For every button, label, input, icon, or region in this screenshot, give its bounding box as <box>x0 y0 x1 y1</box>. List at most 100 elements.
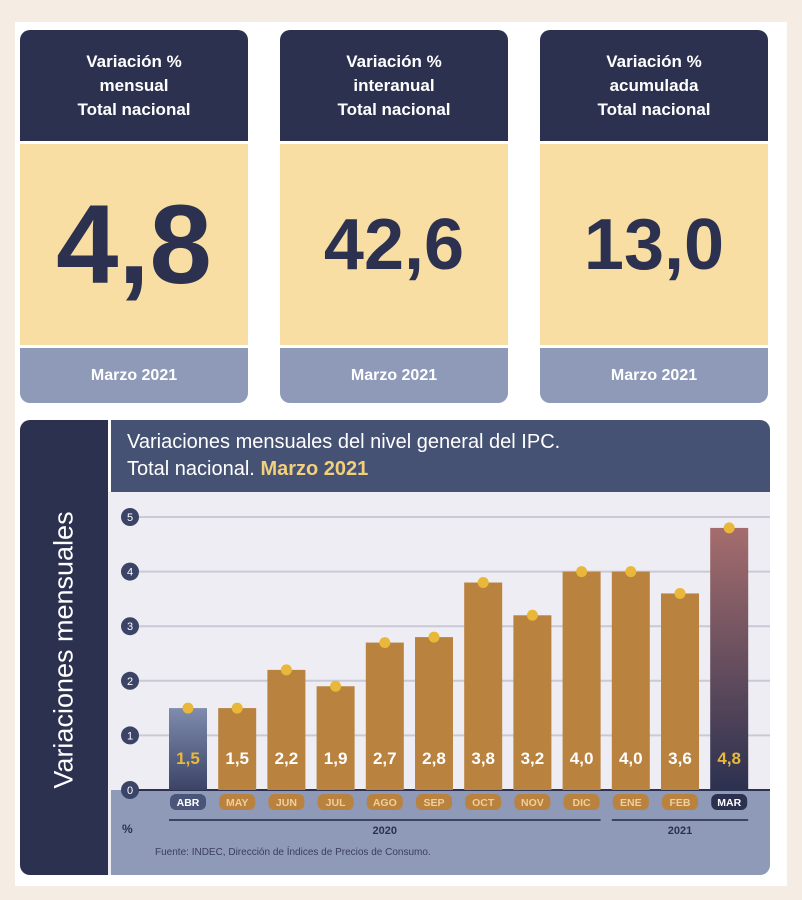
data-label: 2,8 <box>422 749 446 768</box>
bar <box>169 708 207 790</box>
card-header-line: acumulada <box>609 76 699 95</box>
x-tick-label: DIC <box>573 797 592 809</box>
x-tick-label: MAR <box>717 797 741 809</box>
side-label-column: Variaciones mensuales <box>20 420 108 875</box>
bar <box>365 642 404 790</box>
y-tick-marker <box>121 726 139 745</box>
x-tick-badge <box>514 794 551 810</box>
card-header-line: Variación % <box>606 52 702 71</box>
x-tick-label: OCT <box>472 797 495 809</box>
x-tick-label: ENE <box>620 797 642 809</box>
x-tick-badge <box>219 794 256 810</box>
x-tick-label: JUN <box>276 797 297 809</box>
bar <box>267 669 306 790</box>
card-header-line: Total nacional <box>77 100 191 119</box>
x-tick-badge <box>563 794 600 810</box>
x-tick-badge <box>416 794 452 810</box>
y-axis-unit: % <box>122 822 133 836</box>
bar-marker <box>477 577 489 589</box>
bar-marker <box>428 631 440 643</box>
source-note: Fuente: INDEC, Dirección de Índices de P… <box>155 847 431 858</box>
data-label: 2,2 <box>275 749 299 768</box>
y-tick-label: 1 <box>127 730 133 742</box>
y-tick-marker <box>121 562 139 581</box>
x-tick-badge <box>612 794 649 810</box>
x-tick-label: SEP <box>423 797 444 809</box>
bar-marker <box>625 566 637 578</box>
card-monthly: Variación % mensual Total nacional 4,8 Mar… <box>20 30 248 403</box>
x-tick-badge <box>662 794 698 810</box>
bar-marker <box>330 680 342 692</box>
card-header: Variación % acumulada Total nacional <box>540 30 768 141</box>
y-tick-label: 5 <box>127 512 133 524</box>
data-label: 3,6 <box>668 749 692 768</box>
chart-title-line1: Variaciones mensuales del nivel general … <box>127 431 561 453</box>
bar-marker <box>280 664 292 676</box>
card-header-line: Variación % <box>86 52 182 71</box>
card-value: 13,0 <box>540 141 768 345</box>
data-label: 1,9 <box>324 749 348 768</box>
x-tick-badge <box>170 794 206 810</box>
year-label: 2020 <box>373 825 397 837</box>
card-header-line: Total nacional <box>597 100 711 119</box>
bar <box>562 571 601 790</box>
chart-title: Variaciones mensuales del nivel general … <box>108 420 770 492</box>
x-tick-badge <box>711 794 748 810</box>
y-tick-label: 4 <box>127 567 133 579</box>
card-footer: Marzo 2021 <box>540 345 768 403</box>
data-label: 1,5 <box>176 749 200 768</box>
card-footer: Marzo 2021 <box>280 345 508 403</box>
card-yearly: Variación % interanual Total nacional 42,6… <box>280 30 508 403</box>
card-header-line: Total nacional <box>337 100 451 119</box>
bar <box>316 686 355 790</box>
card-header-line: interanual <box>353 76 435 95</box>
data-label: 4,8 <box>717 749 741 768</box>
data-label: 4,0 <box>619 749 643 768</box>
card-header-line: mensual <box>99 76 169 95</box>
x-tick-badge <box>317 794 354 810</box>
chart-panel: Variaciones mensuales Variaciones mensua… <box>20 420 770 875</box>
card-accumulated: Variación % acumulada Total nacional 13,0 … <box>540 30 768 403</box>
bar <box>611 571 650 790</box>
y-tick-label: 3 <box>127 621 133 633</box>
chart-title-highlight: Marzo 2021 <box>260 458 369 480</box>
x-tick-label: MAY <box>226 797 248 809</box>
bar <box>415 637 453 790</box>
data-label: 4,0 <box>570 749 594 768</box>
data-label: 2,7 <box>373 749 397 768</box>
year-label: 2021 <box>668 825 692 837</box>
card-footer: Marzo 2021 <box>20 345 248 403</box>
x-tick-label: NOV <box>521 797 544 809</box>
bar-chart: 0 1 2 3 4 5 1,5 ABR 1,5 MAY 2,2 JUN 1,9 JUL 2,7 AGO 2,8 S… <box>121 508 770 837</box>
x-tick-label: AGO <box>373 797 397 809</box>
bar-marker <box>526 609 538 621</box>
card-header: Variación % interanual Total nacional <box>280 30 508 141</box>
data-label: 1,5 <box>225 749 249 768</box>
y-tick-marker <box>121 617 139 636</box>
bar-marker <box>674 587 686 599</box>
x-tick-label: FEB <box>670 797 691 809</box>
bar <box>661 593 699 790</box>
bar-marker <box>576 566 588 578</box>
bar-marker <box>379 637 391 649</box>
card-value: 4,8 <box>20 141 248 345</box>
card-header: Variación % mensual Total nacional <box>20 30 248 141</box>
data-label: 3,8 <box>471 749 495 768</box>
bar <box>218 708 257 790</box>
y-tick-marker <box>121 508 139 526</box>
x-tick-badge <box>268 794 305 810</box>
card-value: 42,6 <box>280 141 508 345</box>
bar <box>464 582 503 790</box>
bar <box>513 615 552 790</box>
bar-marker <box>231 702 243 714</box>
data-label: 3,2 <box>521 749 545 768</box>
y-tick-marker <box>121 671 139 690</box>
y-tick-label: 2 <box>127 676 133 688</box>
chart-title-line2: Total nacional. <box>127 458 255 480</box>
y-tick-label: 0 <box>127 785 133 797</box>
y-tick-marker <box>121 781 139 799</box>
bar-marker <box>723 522 735 534</box>
x-tick-badge <box>465 794 502 810</box>
card-header-line: Variación % <box>346 52 442 71</box>
x-tick-label: ABR <box>177 797 200 809</box>
